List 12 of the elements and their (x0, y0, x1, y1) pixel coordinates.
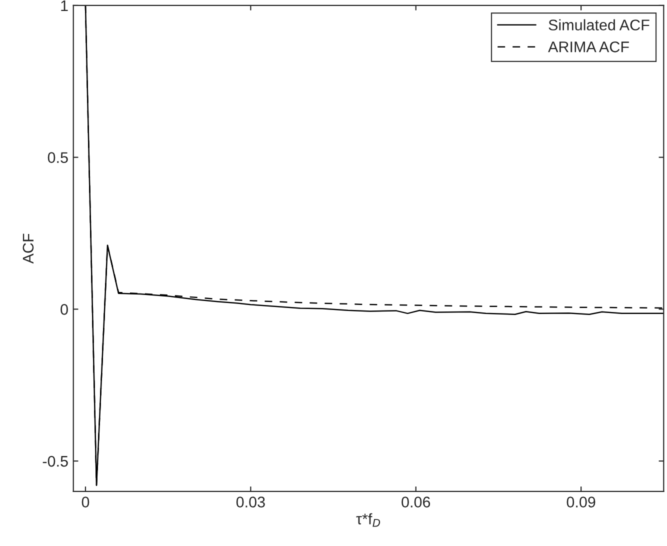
x-tick-label: 0.06 (402, 496, 430, 508)
y-tick-label: -0.5 (42, 456, 68, 467)
y-tick-label: 1 (61, 0, 68, 11)
y-tick-label: 0.5 (48, 152, 68, 163)
x-tick-label: 0 (82, 496, 90, 508)
y-axis-title: ACF (22, 234, 34, 264)
y-tick-label: 0 (60, 304, 68, 315)
x-tick-label: 0.03 (236, 496, 265, 508)
x-axis-title: τ*f$_{D}$ (356, 513, 380, 527)
x-tick-label: 0.09 (566, 496, 596, 508)
legend-label: ARIMA ACF (548, 41, 629, 52)
legend-label: Simulated ACF (548, 19, 650, 30)
